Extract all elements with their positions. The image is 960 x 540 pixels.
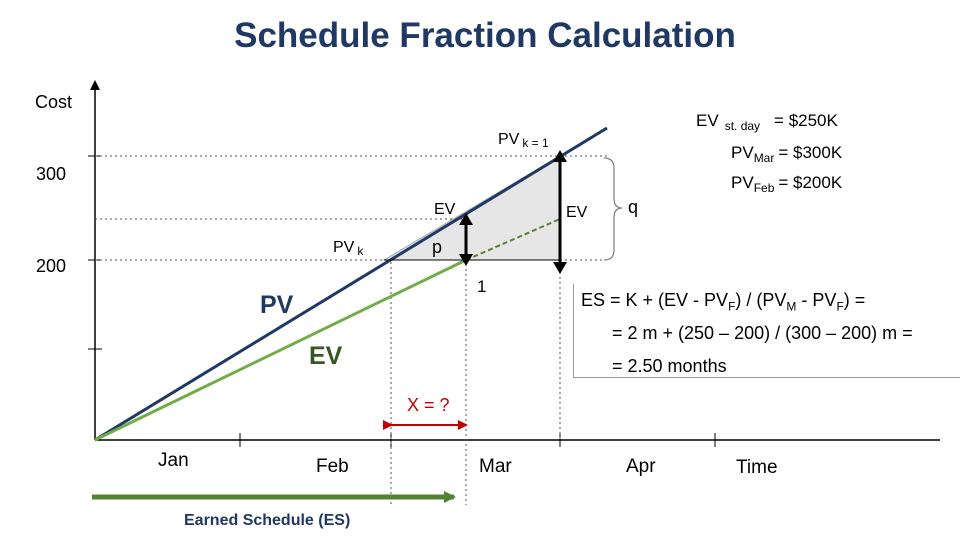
x-axis-label: Time	[736, 457, 778, 478]
pv-series-label: PV	[260, 291, 294, 319]
q-label: q	[628, 197, 638, 217]
x-tick-label-apr: Apr	[626, 456, 656, 477]
x-tick-label-jan: Jan	[158, 450, 189, 471]
ev-line	[94, 258, 467, 442]
one-label: 1	[477, 277, 486, 296]
pv-line	[94, 126, 608, 442]
ev-line-projection	[465, 218, 561, 261]
ev-series-label: EV	[309, 342, 343, 370]
pv-k-label: PV k	[333, 239, 364, 258]
p-label: p	[432, 237, 442, 257]
q-height-arrow-head	[553, 262, 567, 274]
formula-line-3: = 2.50 months	[612, 356, 727, 376]
formula-line-2: = 2 m + (250 – 200) / (300 – 200) m =	[612, 323, 913, 343]
ev-point-label: EV	[434, 201, 456, 218]
es-label: Earned Schedule (ES)	[184, 512, 350, 529]
formula-box	[573, 284, 960, 378]
q-bracket	[603, 157, 623, 261]
formula-line-1: ES = K + (EV - PVF) / (PVM - PVF) =	[581, 290, 866, 314]
y-axis-label: Cost	[35, 92, 72, 112]
ev-right-label: EV	[566, 204, 588, 221]
pv-feb-value: PVFeb = $200K	[731, 173, 843, 195]
y-tick-label-300: 300	[36, 164, 66, 184]
pv-mar-value: PVMar = $300K	[731, 143, 843, 165]
x-tick-label-feb: Feb	[316, 456, 349, 477]
page-title: Schedule Fraction Calculation	[234, 16, 736, 55]
x-tick-label-mar: Mar	[479, 456, 512, 477]
p-height-arrow-head-top	[459, 213, 473, 225]
y-tick-label-200: 200	[36, 256, 66, 276]
ev-status-day-value: EV st. day = $250K	[696, 111, 839, 133]
x-question-label: X = ?	[407, 395, 450, 415]
q-height-arrow-head-top	[553, 150, 567, 162]
pv-k1-label: PV k = 1	[498, 131, 549, 150]
